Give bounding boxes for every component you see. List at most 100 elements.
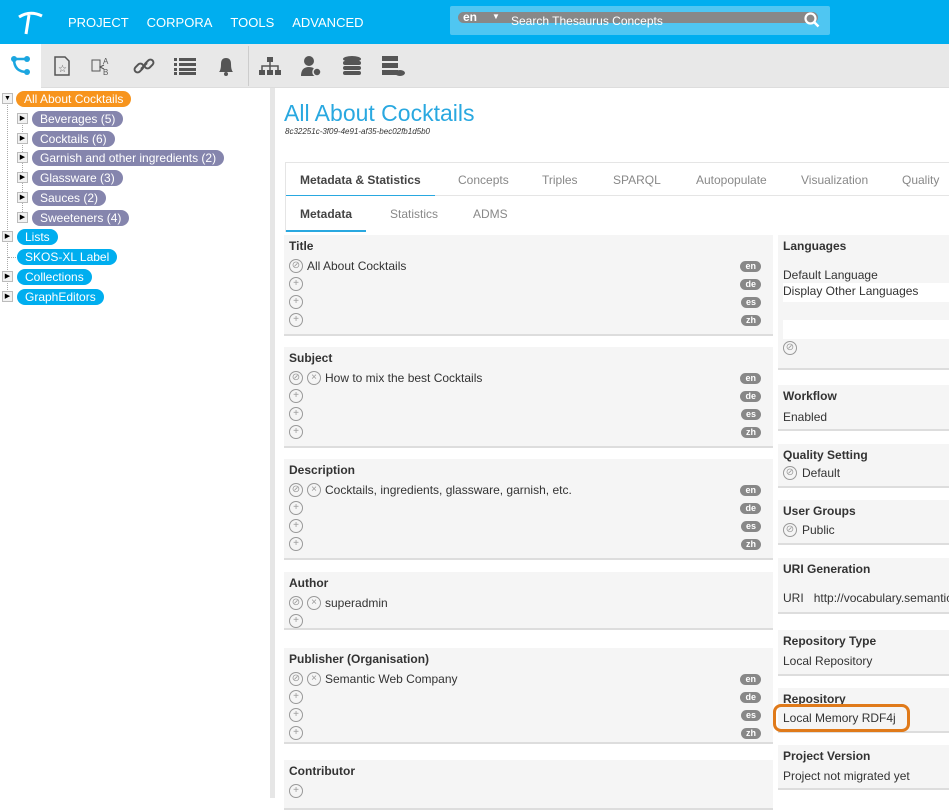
tab-quality[interactable]: Quality M: [902, 173, 940, 221]
expand-toggle[interactable]: ▶: [17, 113, 28, 124]
subtab-adms[interactable]: ADMS: [473, 207, 508, 221]
add-icon[interactable]: +: [289, 277, 303, 291]
add-icon[interactable]: +: [289, 708, 303, 722]
workflow-value: Enabled: [783, 410, 828, 424]
list-icon[interactable]: [164, 44, 205, 88]
lang-badge: de: [740, 279, 761, 290]
tree-node-skosxl-label[interactable]: SKOS-XL Label: [17, 249, 118, 265]
tree-node-collections[interactable]: Collections: [17, 269, 92, 285]
collapse-toggle[interactable]: ▼: [2, 93, 13, 104]
tab-concepts[interactable]: Concepts: [458, 173, 509, 187]
tab-metadata-statistics[interactable]: Metadata & Statistics: [286, 163, 435, 197]
sub-tabs: Metadata Statistics ADMS: [285, 196, 949, 232]
tree-node-grapheditors[interactable]: GraphEditors: [17, 289, 104, 305]
edit-icon[interactable]: ⊘: [289, 596, 303, 610]
link-icon[interactable]: [123, 44, 164, 88]
tree-node-sauces[interactable]: Sauces (2): [32, 190, 107, 206]
bell-icon[interactable]: [205, 44, 246, 88]
lang-badge: en: [740, 261, 761, 272]
lang-badge: es: [740, 521, 761, 532]
nav-tools[interactable]: TOOLS: [230, 15, 275, 30]
tree-node-beverages[interactable]: Beverages (5): [32, 111, 124, 127]
tree-node-root[interactable]: All About Cocktails: [16, 91, 132, 107]
document-star-icon[interactable]: ☆: [41, 44, 82, 88]
tree-node-sweeteners[interactable]: Sweeteners (4): [32, 210, 130, 226]
tree-node-cocktails[interactable]: Cocktails (6): [32, 131, 115, 147]
delete-icon[interactable]: ×: [307, 672, 321, 686]
add-icon[interactable]: +: [289, 519, 303, 533]
server-cloud-icon[interactable]: [372, 44, 413, 88]
expand-toggle[interactable]: ▶: [17, 152, 28, 163]
tab-visualization[interactable]: Visualization: [801, 173, 869, 187]
section-label: Subject: [289, 351, 333, 365]
edit-icon[interactable]: ⊘: [289, 259, 303, 273]
search-input[interactable]: Search Thesaurus Concepts: [511, 14, 663, 28]
add-icon[interactable]: +: [289, 295, 303, 309]
expand-toggle[interactable]: ▶: [17, 212, 28, 223]
svg-text:A: A: [103, 57, 109, 66]
add-icon[interactable]: +: [289, 726, 303, 740]
expand-toggle[interactable]: ▶: [17, 133, 28, 144]
add-icon[interactable]: +: [289, 784, 303, 798]
repository-value: Local Memory RDF4j: [783, 711, 896, 725]
nav-project[interactable]: PROJECT: [68, 15, 129, 30]
languages-field[interactable]: [783, 320, 949, 339]
section-publisher: Publisher (Organisation) ⊘ × Semantic Web …: [284, 648, 773, 744]
add-icon[interactable]: +: [289, 389, 303, 403]
edit-icon[interactable]: ⊘: [783, 466, 797, 480]
main-tabs: Metadata & Statistics Concepts Triples S…: [285, 162, 949, 221]
tab-triples[interactable]: Triples: [542, 173, 578, 187]
user-settings-icon[interactable]: [290, 44, 331, 88]
expand-toggle[interactable]: ▶: [2, 271, 13, 282]
svg-text:☆: ☆: [58, 64, 67, 75]
panel-splitter[interactable]: [270, 88, 275, 798]
subtab-statistics[interactable]: Statistics: [390, 207, 439, 221]
add-icon[interactable]: +: [289, 537, 303, 551]
delete-icon[interactable]: ×: [307, 371, 321, 385]
title-value: All About Cocktails: [307, 259, 407, 273]
expand-toggle[interactable]: ▶: [2, 231, 13, 242]
search-language-select[interactable]: en: [458, 11, 818, 23]
section-user-groups: User Groups ⊘ Public: [778, 500, 949, 545]
section-label: Title: [289, 239, 314, 253]
hierarchy-tree-icon[interactable]: [0, 44, 41, 88]
lang-badge: es: [740, 297, 761, 308]
add-icon[interactable]: +: [289, 501, 303, 515]
tree-node-glassware[interactable]: Glassware (3): [32, 170, 123, 186]
delete-icon[interactable]: ×: [307, 596, 321, 610]
nav-corpora[interactable]: CORPORA: [146, 15, 213, 30]
section-project-version: Project Version Project not migrated yet: [778, 745, 949, 790]
section-contributor: Contributor +: [284, 760, 773, 810]
edit-icon[interactable]: ⊘: [783, 523, 797, 537]
search-icon[interactable]: [804, 12, 820, 28]
delete-icon[interactable]: ×: [307, 483, 321, 497]
tree-node-garnish[interactable]: Garnish and other ingredients (2): [32, 150, 225, 166]
expand-toggle[interactable]: ▶: [2, 291, 13, 302]
default-language-label: Default Language: [783, 268, 878, 282]
org-chart-icon[interactable]: [249, 44, 290, 88]
section-label: Publisher (Organisation): [289, 652, 430, 666]
edit-icon[interactable]: ⊘: [783, 341, 797, 355]
subtab-metadata[interactable]: Metadata: [286, 196, 367, 232]
database-icon[interactable]: [331, 44, 372, 88]
concept-tree: ▼ All About Cocktails ▶ Beverages (5) ▶ …: [0, 88, 270, 798]
expand-toggle[interactable]: ▶: [17, 192, 28, 203]
edit-icon[interactable]: ⊘: [289, 672, 303, 686]
add-icon[interactable]: +: [289, 690, 303, 704]
tab-autopopulate[interactable]: Autopopulate: [696, 173, 767, 187]
tab-sparql[interactable]: SPARQL: [613, 173, 661, 187]
chevron-down-icon[interactable]: ▼: [492, 12, 500, 21]
add-icon[interactable]: +: [289, 407, 303, 421]
edit-icon[interactable]: ⊘: [289, 371, 303, 385]
section-label: Quality Setting: [783, 448, 868, 462]
toolbar-divider: [248, 46, 249, 86]
tree-node-lists[interactable]: Lists: [17, 229, 58, 245]
logo-icon[interactable]: [16, 10, 44, 36]
nav-advanced[interactable]: ADVANCED: [292, 15, 364, 30]
edit-icon[interactable]: ⊘: [289, 483, 303, 497]
add-icon[interactable]: +: [289, 425, 303, 439]
add-icon[interactable]: +: [289, 313, 303, 327]
expand-toggle[interactable]: ▶: [17, 172, 28, 183]
add-icon[interactable]: +: [289, 614, 303, 628]
